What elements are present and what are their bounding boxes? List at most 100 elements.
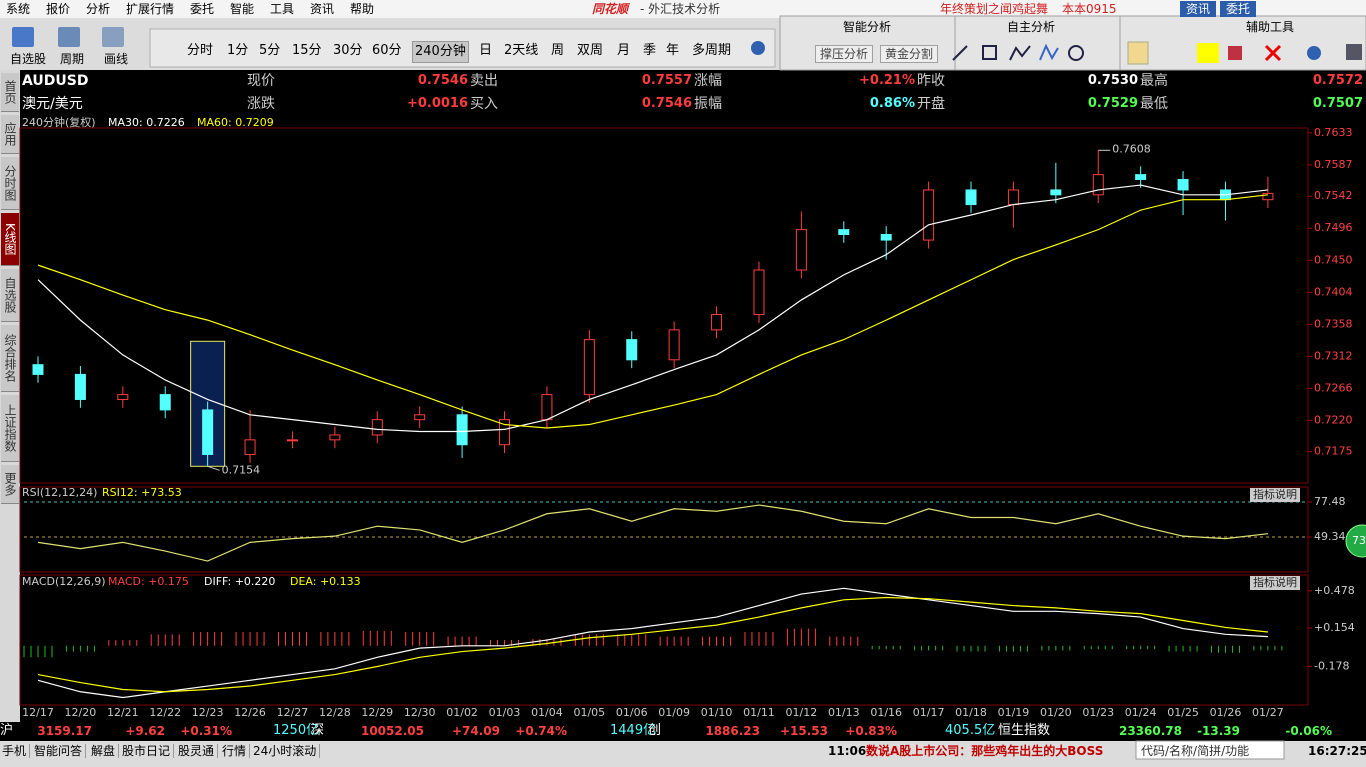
period-button[interactable]: 日 — [479, 43, 493, 58]
candle-body — [668, 329, 680, 361]
x-tick-label: 12/28 — [319, 706, 351, 719]
period-button[interactable]: 双周 — [577, 43, 604, 58]
x-tick-label: 01/24 — [1125, 706, 1157, 719]
status-tab[interactable]: 24小时滚动 — [253, 744, 321, 758]
menu-item[interactable]: 委托 — [190, 2, 215, 16]
period-button[interactable]: 5分 — [259, 43, 281, 58]
period-button[interactable]: 1分 — [227, 43, 249, 58]
candle-body — [202, 409, 214, 455]
line-rsi12 — [37, 504, 1268, 562]
status-tab[interactable]: 智能问答 — [34, 744, 87, 758]
period-button[interactable]: 季 — [643, 43, 657, 58]
menu-item[interactable]: 系统 — [6, 2, 31, 16]
ticker-pct: +0.83% — [845, 724, 897, 738]
candle-body — [711, 314, 723, 331]
panel-button[interactable]: 撑压分析 — [815, 45, 874, 63]
indicator-help[interactable]: 指标说明 — [1250, 576, 1300, 590]
period-button[interactable]: 周 — [551, 43, 565, 58]
x-tick-label: 01/17 — [913, 706, 945, 719]
menu-item[interactable]: 报价 — [46, 2, 71, 16]
rsi-badge-text: 73 — [1352, 534, 1366, 547]
line-dea — [37, 596, 1268, 693]
rsi-badge — [1345, 524, 1366, 558]
tool-label[interactable]: 自选股 — [10, 52, 47, 66]
period-button[interactable]: 月 — [617, 43, 631, 58]
x-tick-label: 01/16 — [870, 706, 902, 719]
panel-button[interactable]: 黄金分割 — [880, 45, 939, 63]
search-box[interactable] — [1135, 740, 1285, 760]
x-tick-label: 12/21 — [107, 706, 139, 719]
x-tick-label: 12/23 — [192, 706, 224, 719]
menu-item[interactable]: 智能 — [230, 2, 255, 16]
y-tick-label: 0.7175 — [1314, 445, 1353, 458]
sidebar-tab[interactable]: 综合排名 — [1, 325, 19, 392]
menu-item[interactable]: 分析 — [86, 2, 111, 16]
period-button[interactable]: 分时 — [187, 43, 214, 58]
sidebar-tab[interactable]: K线图 — [1, 213, 19, 266]
x-tick-label: 01/23 — [1082, 706, 1114, 719]
quote-label: 最低 — [1140, 96, 1168, 112]
sidebar-tab[interactable]: 应用 — [1, 115, 19, 154]
candle-body — [159, 394, 171, 411]
quote-value: 0.7572 — [1312, 73, 1363, 88]
sidebar-tab[interactable]: 上证指数 — [1, 395, 19, 462]
menu-item[interactable]: 扩展行情 — [126, 2, 175, 16]
x-tick-label: 12/22 — [149, 706, 181, 719]
sidebar-tab[interactable]: 自选股 — [1, 269, 19, 322]
quote-label: 买入 — [470, 96, 498, 112]
candle-body — [244, 439, 256, 455]
ticker-value: 23360.78 — [1118, 724, 1182, 738]
menu-item[interactable]: 帮助 — [350, 2, 375, 16]
quote-label: 现价 — [247, 73, 275, 89]
panel-title: 自主分析 — [1007, 20, 1056, 34]
quote-value: +0.0016 — [406, 96, 468, 111]
candle-body — [371, 419, 383, 436]
menu-item[interactable]: 工具 — [270, 2, 295, 16]
y-tick-label: +0.154 — [1314, 621, 1355, 634]
status-tab[interactable]: 行情 — [222, 744, 251, 758]
top-button[interactable]: 资讯 — [1180, 1, 1217, 17]
y-tick-label: 0.7358 — [1314, 317, 1353, 330]
ticker-change: +9.62 — [125, 724, 165, 738]
candle-body — [795, 229, 807, 271]
sidebar-tab[interactable]: 首页 — [1, 73, 19, 112]
app-title: - 外汇技术分析 — [640, 2, 721, 16]
quote-label: 振幅 — [694, 96, 722, 112]
ticker-pct: +0.31% — [180, 724, 232, 738]
menu-item[interactable]: 资讯 — [310, 2, 335, 16]
x-tick-label: 01/13 — [828, 706, 860, 719]
ticker-name: 创 — [648, 723, 662, 738]
period-button[interactable]: 240分钟 — [412, 41, 469, 63]
status-tab[interactable]: 解盘 — [91, 744, 120, 758]
sidebar-tab[interactable]: 分时图 — [1, 157, 19, 210]
x-tick-label: 01/20 — [1040, 706, 1072, 719]
news[interactable]: 数说A股上市公司：那些鸡年出生的大BOSS — [866, 744, 1104, 758]
status-tab[interactable]: 手机 — [2, 744, 31, 758]
period-button[interactable]: 年 — [666, 43, 680, 58]
candle-body — [965, 189, 977, 206]
ticker-change: -13.39 — [1197, 724, 1240, 738]
period-button[interactable]: 60分 — [372, 43, 402, 58]
period-button[interactable]: 多周期 — [692, 43, 732, 58]
candle-body — [329, 434, 341, 441]
candle-body — [1007, 189, 1019, 206]
candle-body — [1262, 192, 1274, 201]
candle-body — [923, 189, 935, 241]
sidebar-tab[interactable]: 更多 — [1, 465, 19, 504]
top-button[interactable]: 委托 — [1220, 1, 1257, 17]
indicator-help[interactable]: 指标说明 — [1250, 488, 1300, 502]
y-tick-label: 0.7220 — [1314, 413, 1353, 426]
period-button[interactable]: 30分 — [333, 43, 363, 58]
period-button[interactable]: 15分 — [292, 43, 322, 58]
indicator-header: DEA: +0.133 — [290, 575, 361, 588]
tool-label[interactable]: 周期 — [60, 52, 85, 66]
status-tab[interactable]: 股灵通 — [178, 744, 219, 758]
x-tick-label: 12/30 — [404, 706, 436, 719]
ticker-name: 恒生指数 — [998, 723, 1051, 738]
tool-label[interactable]: 画线 — [104, 52, 129, 66]
status-tab[interactable]: 股市日记 — [122, 744, 175, 758]
x-tick-label: 01/06 — [616, 706, 648, 719]
indicator-header: DIFF: +0.220 — [204, 575, 276, 588]
period-button[interactable]: 2天线 — [504, 43, 539, 58]
